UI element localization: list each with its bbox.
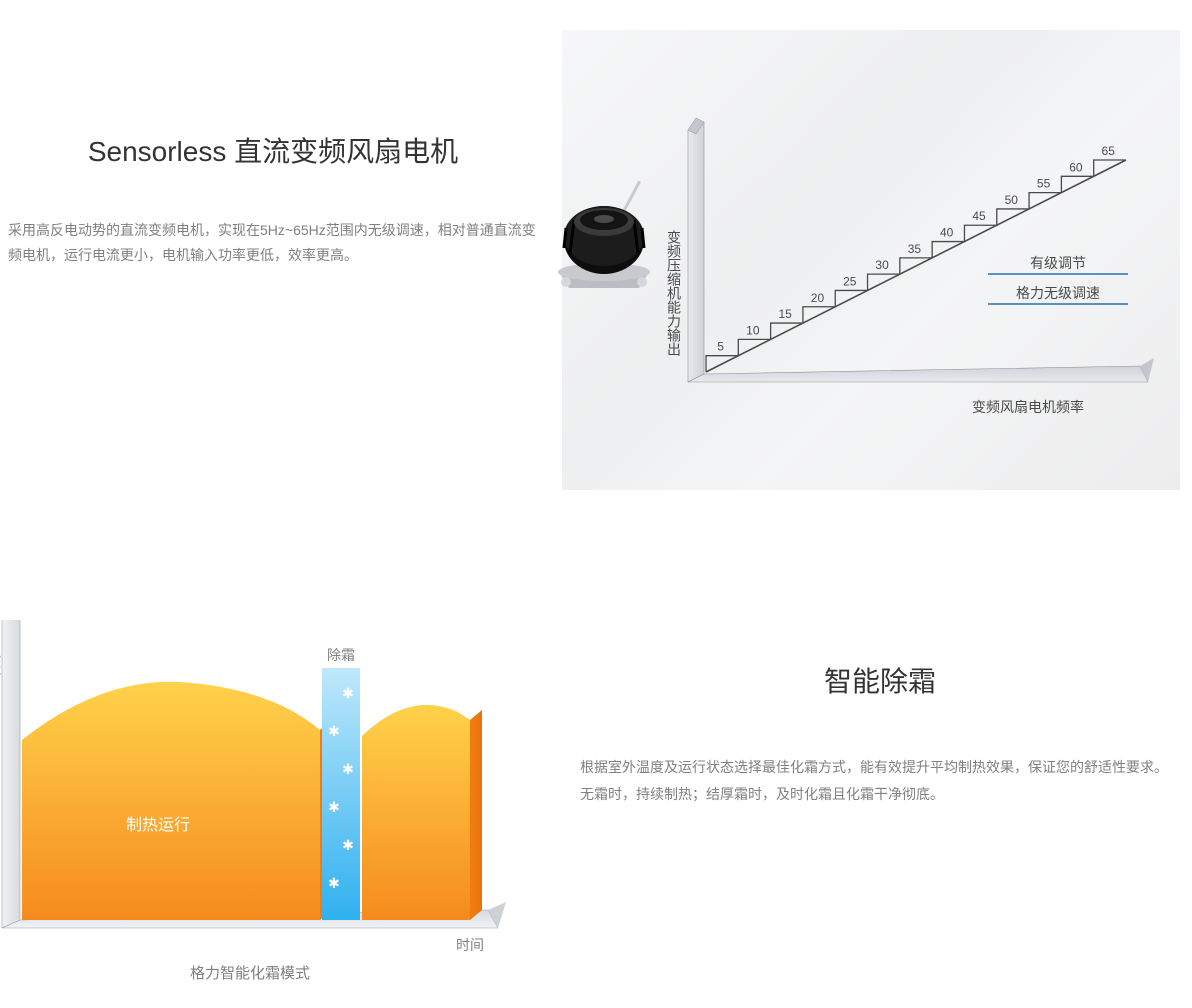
defrost-x-axis-label: 时间 <box>456 937 484 953</box>
svg-text:✱: ✱ <box>342 685 354 701</box>
y-axis-label: 变频压缩机能力输出 <box>666 230 682 356</box>
step-value-labels: 5 10 15 20 25 30 35 40 45 50 55 60 65 <box>717 144 1115 354</box>
svg-text:50: 50 <box>1005 193 1019 207</box>
svg-text:25: 25 <box>843 274 857 288</box>
heating-hump-2 <box>362 705 470 920</box>
svg-text:65: 65 <box>1102 144 1116 158</box>
svg-text:✱: ✱ <box>328 875 340 891</box>
svg-text:10: 10 <box>746 323 760 337</box>
sensorless-text-block: Sensorless 直流变频风扇电机 采用高反电动势的直流变频电机，实现在5H… <box>8 130 538 268</box>
defrost-chart: ✱ ✱ ✱ ✱ ✱ ✱ 除霜 制热运行 制热能力 时间 格力智能化霜模式 <box>0 620 530 1008</box>
defrost-title: 智能除霜 <box>580 660 1180 700</box>
svg-text:55: 55 <box>1037 177 1051 191</box>
sensorless-chart-panel: 5 10 15 20 25 30 35 40 45 50 55 60 65 变频压缩机能力输出 变频风扇… <box>562 30 1180 490</box>
svg-text:30: 30 <box>875 258 889 272</box>
svg-text:20: 20 <box>811 291 825 305</box>
defrost-bar-label: 除霜 <box>327 647 355 663</box>
defrost-chart-caption: 格力智能化霜模式 <box>190 964 310 982</box>
svg-text:15: 15 <box>778 307 792 321</box>
sensorless-title: Sensorless 直流变频风扇电机 <box>8 130 538 170</box>
defrost-y-axis-label: 制热能力 <box>0 634 2 691</box>
svg-text:✱: ✱ <box>328 799 340 815</box>
legend-stepped-label: 有级调节 <box>1030 255 1086 271</box>
chart-legend: 有级调节 格力无级调速 <box>988 255 1128 304</box>
svg-text:✱: ✱ <box>342 837 354 853</box>
defrost-description: 根据室外温度及运行状态选择最佳化霜方式，能有效提升平均制热效果，保证您的舒适性要… <box>580 754 1180 807</box>
svg-text:35: 35 <box>908 242 922 256</box>
svg-text:5: 5 <box>717 340 724 354</box>
heating-hump-1 <box>22 682 320 920</box>
sensorless-description: 采用高反电动势的直流变频电机，实现在5Hz~65Hz范围内无级调速，相对普通直流… <box>8 218 538 268</box>
heating-hump-2-side <box>470 710 482 920</box>
defrost-text-block: 智能除霜 根据室外温度及运行状态选择最佳化霜方式，能有效提升平均制热效果，保证您… <box>580 660 1180 807</box>
stepped-line-chart: 5 10 15 20 25 30 35 40 45 50 55 60 65 变频压缩机能力输出 变频风扇… <box>628 90 1154 430</box>
x-axis-label: 变频风扇电机频率 <box>972 399 1084 415</box>
svg-text:60: 60 <box>1069 160 1083 174</box>
svg-text:✱: ✱ <box>328 723 340 739</box>
sensorless-section: Sensorless 直流变频风扇电机 采用高反电动势的直流变频电机，实现在5H… <box>0 0 1192 500</box>
legend-continuous-label: 格力无级调速 <box>1016 285 1100 301</box>
svg-text:45: 45 <box>972 209 986 223</box>
defrost-section: ✱ ✱ ✱ ✱ ✱ ✱ 除霜 制热运行 制热能力 时间 格力智能化霜模式 智能除霜 根据室… <box>0 620 1192 1008</box>
svg-text:40: 40 <box>940 226 954 240</box>
heating-run-label: 制热运行 <box>126 816 190 834</box>
svg-text:✱: ✱ <box>342 761 354 777</box>
